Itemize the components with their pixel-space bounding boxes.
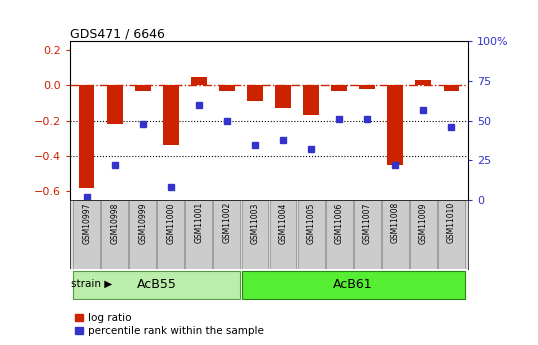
- Bar: [242, 270, 465, 298]
- Text: GSM10997: GSM10997: [82, 202, 91, 244]
- Text: GSM11000: GSM11000: [166, 202, 175, 244]
- Bar: [107, 86, 123, 124]
- Bar: [186, 200, 213, 269]
- Text: GSM10999: GSM10999: [138, 202, 147, 244]
- Text: strain ▶: strain ▶: [70, 279, 112, 289]
- Text: GSM11003: GSM11003: [251, 202, 259, 244]
- Bar: [158, 200, 185, 269]
- Bar: [415, 80, 431, 86]
- Bar: [219, 86, 235, 91]
- Bar: [303, 86, 318, 116]
- Text: GDS471 / 6646: GDS471 / 6646: [70, 27, 165, 40]
- Bar: [298, 200, 324, 269]
- Bar: [443, 86, 459, 91]
- Text: AcB61: AcB61: [334, 277, 373, 290]
- Bar: [73, 200, 100, 269]
- Bar: [191, 77, 207, 86]
- Text: GSM10998: GSM10998: [110, 202, 119, 244]
- Bar: [101, 200, 128, 269]
- Bar: [270, 200, 296, 269]
- Text: GSM11006: GSM11006: [335, 202, 344, 244]
- Bar: [331, 86, 347, 91]
- Bar: [247, 86, 263, 101]
- Text: GSM11005: GSM11005: [307, 202, 316, 244]
- Bar: [387, 86, 403, 165]
- Bar: [79, 86, 95, 188]
- Legend: log ratio, percentile rank within the sample: log ratio, percentile rank within the sa…: [75, 313, 264, 336]
- Text: GSM11010: GSM11010: [447, 202, 456, 244]
- Text: AcB55: AcB55: [137, 277, 177, 290]
- Text: GSM11001: GSM11001: [194, 202, 203, 244]
- Bar: [275, 86, 291, 108]
- Bar: [325, 200, 352, 269]
- Text: GSM11007: GSM11007: [363, 202, 372, 244]
- Bar: [242, 200, 268, 269]
- Bar: [163, 86, 179, 146]
- Bar: [353, 200, 380, 269]
- Bar: [135, 86, 151, 91]
- Text: GSM11009: GSM11009: [419, 202, 428, 244]
- Bar: [73, 270, 240, 298]
- Bar: [438, 200, 465, 269]
- Text: GSM11004: GSM11004: [279, 202, 287, 244]
- Bar: [410, 200, 437, 269]
- Bar: [129, 200, 157, 269]
- Bar: [214, 200, 240, 269]
- Bar: [359, 86, 375, 89]
- Text: GSM11008: GSM11008: [391, 202, 400, 244]
- Bar: [381, 200, 409, 269]
- Text: GSM11002: GSM11002: [222, 202, 231, 244]
